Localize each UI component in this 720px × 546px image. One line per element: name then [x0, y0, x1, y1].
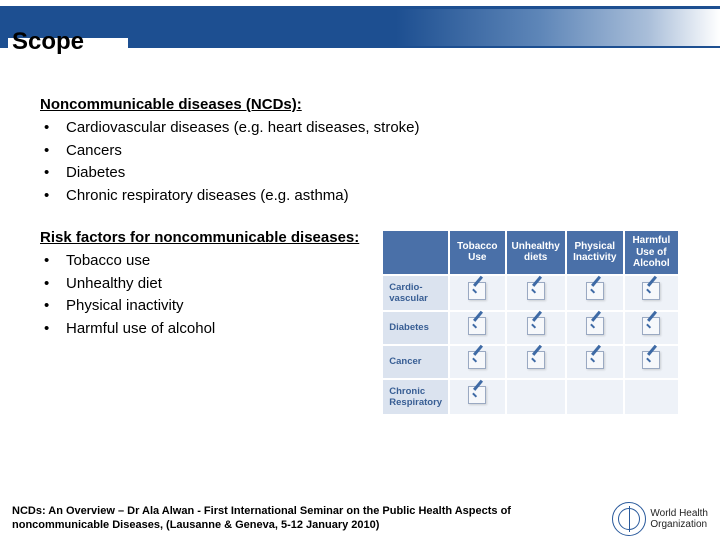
- matrix-col-head: Unhealthy diets: [506, 230, 566, 275]
- list-item: Chronic respiratory diseases (e.g. asthm…: [40, 185, 680, 208]
- matrix-cell: [506, 345, 566, 379]
- matrix-cell: [624, 379, 679, 415]
- matrix-col-head: Physical Inactivity: [566, 230, 624, 275]
- ncds-section: Noncommunicable diseases (NCDs): Cardiov…: [40, 96, 680, 207]
- who-name: World Health Organization: [650, 508, 708, 530]
- slide-footer: NCDs: An Overview – Dr Ala Alwan - First…: [0, 502, 720, 536]
- matrix-cell: [449, 311, 505, 345]
- matrix-cell: [566, 379, 624, 415]
- page-title: Scope: [12, 28, 84, 56]
- matrix-row-head: Cancer: [382, 345, 449, 379]
- check-icon: [468, 282, 486, 300]
- table-row: Cancer: [382, 345, 679, 379]
- matrix-cell: [566, 311, 624, 345]
- check-icon: [527, 317, 545, 335]
- matrix-cell: [566, 275, 624, 311]
- list-item: Unhealthy diet: [40, 273, 359, 296]
- who-emblem-icon: [612, 502, 646, 536]
- matrix-cell: [506, 275, 566, 311]
- risk-matrix-table: Tobacco Use Unhealthy diets Physical Ina…: [381, 229, 680, 416]
- check-icon: [586, 317, 604, 335]
- check-icon: [468, 386, 486, 404]
- matrix-row-head: Diabetes: [382, 311, 449, 345]
- ncds-heading: Noncommunicable diseases (NCDs):: [40, 96, 680, 113]
- matrix-row-head: Cardio-vascular: [382, 275, 449, 311]
- slide-content: Noncommunicable diseases (NCDs): Cardiov…: [0, 48, 720, 416]
- matrix-cell: [566, 345, 624, 379]
- footer-citation: NCDs: An Overview – Dr Ala Alwan - First…: [12, 505, 572, 533]
- matrix-cell: [624, 345, 679, 379]
- who-line2: Organization: [650, 519, 708, 530]
- check-icon: [642, 317, 660, 335]
- check-icon: [527, 282, 545, 300]
- ncds-list: Cardiovascular diseases (e.g. heart dise…: [40, 117, 680, 207]
- lower-row: Risk factors for noncommunicable disease…: [40, 229, 680, 416]
- matrix-header-row: Tobacco Use Unhealthy diets Physical Ina…: [382, 230, 679, 275]
- matrix-cell: [506, 311, 566, 345]
- list-item: Tobacco use: [40, 250, 359, 273]
- who-line1: World Health: [650, 508, 708, 519]
- check-icon: [527, 351, 545, 369]
- matrix-cell: [449, 345, 505, 379]
- matrix-corner: [382, 230, 449, 275]
- matrix-row-head: Chronic Respiratory: [382, 379, 449, 415]
- risk-list: Tobacco use Unhealthy diet Physical inac…: [40, 250, 359, 340]
- check-icon: [642, 282, 660, 300]
- check-icon: [468, 351, 486, 369]
- matrix-col-head: Harmful Use of Alcohol: [624, 230, 679, 275]
- list-item: Diabetes: [40, 162, 680, 185]
- table-row: Cardio-vascular: [382, 275, 679, 311]
- check-icon: [586, 351, 604, 369]
- matrix-col-head: Tobacco Use: [449, 230, 505, 275]
- matrix-cell: [506, 379, 566, 415]
- list-item: Harmful use of alcohol: [40, 318, 359, 341]
- slide-header: Scope: [0, 6, 720, 48]
- matrix-cell: [449, 275, 505, 311]
- list-item: Physical inactivity: [40, 295, 359, 318]
- check-icon: [642, 351, 660, 369]
- table-row: Diabetes: [382, 311, 679, 345]
- check-icon: [468, 317, 486, 335]
- matrix-cell: [624, 311, 679, 345]
- table-row: Chronic Respiratory: [382, 379, 679, 415]
- list-item: Cancers: [40, 140, 680, 163]
- matrix-cell: [449, 379, 505, 415]
- risk-section: Risk factors for noncommunicable disease…: [40, 229, 359, 362]
- check-icon: [586, 282, 604, 300]
- list-item: Cardiovascular diseases (e.g. heart dise…: [40, 117, 680, 140]
- matrix-cell: [624, 275, 679, 311]
- who-logo: World Health Organization: [612, 502, 708, 536]
- risk-heading: Risk factors for noncommunicable disease…: [40, 229, 359, 246]
